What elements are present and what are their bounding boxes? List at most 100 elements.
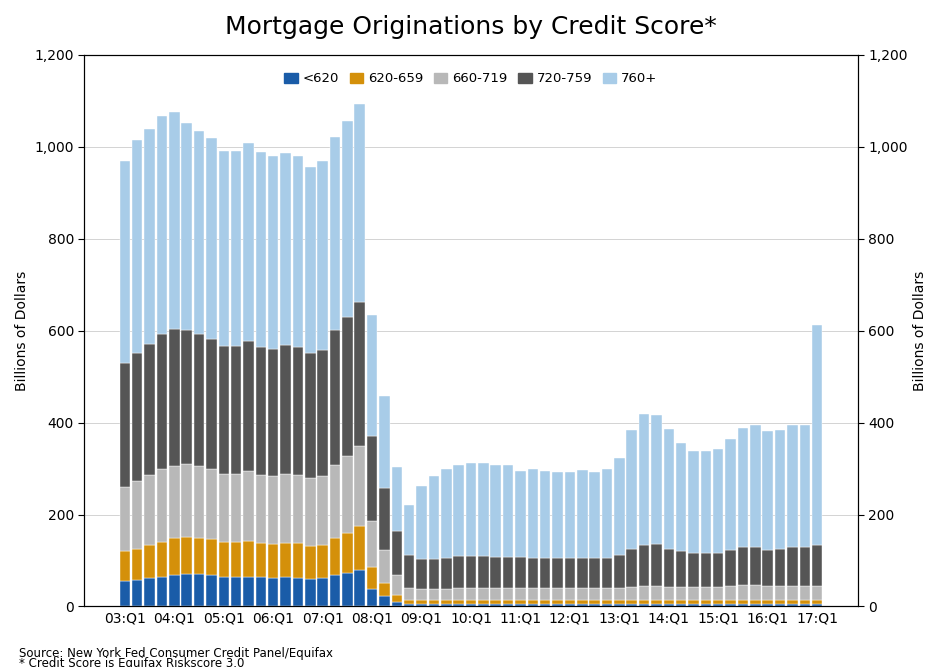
Bar xyxy=(366,521,378,567)
Bar xyxy=(255,152,266,348)
Bar xyxy=(762,586,773,600)
Bar xyxy=(614,588,625,600)
Bar xyxy=(479,604,489,606)
Bar xyxy=(169,466,180,538)
Bar xyxy=(429,600,439,604)
Bar xyxy=(564,588,576,600)
Bar xyxy=(354,526,365,570)
Bar xyxy=(206,575,217,606)
Bar xyxy=(590,604,600,606)
Bar xyxy=(243,341,253,471)
Bar xyxy=(689,451,699,553)
Bar xyxy=(293,347,303,474)
Bar xyxy=(144,545,154,578)
Bar xyxy=(552,604,562,606)
Bar xyxy=(503,465,513,557)
Bar xyxy=(738,585,748,600)
Bar xyxy=(219,151,229,346)
Bar xyxy=(491,600,501,604)
Bar xyxy=(762,550,773,586)
Bar xyxy=(639,414,649,546)
Title: Mortgage Originations by Credit Score*: Mortgage Originations by Credit Score* xyxy=(225,15,717,39)
Bar xyxy=(293,544,303,578)
Bar xyxy=(416,486,427,559)
Bar xyxy=(416,604,427,606)
Bar xyxy=(491,588,501,600)
Bar xyxy=(503,600,513,604)
Bar xyxy=(750,600,760,604)
Bar xyxy=(441,588,451,600)
Bar xyxy=(663,604,674,606)
Bar xyxy=(453,556,463,588)
Bar xyxy=(441,604,451,606)
Bar xyxy=(552,558,562,588)
Bar xyxy=(800,600,810,604)
Bar xyxy=(590,588,600,600)
Bar xyxy=(132,353,142,480)
Bar xyxy=(453,466,463,556)
Bar xyxy=(552,472,562,558)
Bar xyxy=(255,475,266,543)
Bar xyxy=(750,604,760,606)
Bar xyxy=(354,570,365,606)
Bar xyxy=(552,600,562,604)
Bar xyxy=(775,600,786,604)
Bar xyxy=(156,576,167,606)
Bar xyxy=(552,588,562,600)
Bar xyxy=(206,139,217,340)
Bar xyxy=(453,604,463,606)
Bar xyxy=(293,156,303,347)
Bar xyxy=(453,588,463,600)
Bar xyxy=(169,329,180,466)
Bar xyxy=(689,604,699,606)
Bar xyxy=(416,600,427,604)
Bar xyxy=(639,600,649,604)
Bar xyxy=(663,587,674,600)
Bar xyxy=(281,474,291,543)
Bar xyxy=(330,330,340,465)
Text: * Credit Score is Equifax Riskscore 3.0: * Credit Score is Equifax Riskscore 3.0 xyxy=(19,658,244,667)
Bar xyxy=(255,348,266,475)
Bar xyxy=(305,167,316,353)
Bar xyxy=(800,547,810,586)
Bar xyxy=(812,604,822,606)
Bar xyxy=(120,581,130,606)
Bar xyxy=(515,588,526,600)
Bar xyxy=(614,458,625,556)
Bar xyxy=(540,471,550,558)
Bar xyxy=(293,578,303,606)
Bar xyxy=(182,123,192,329)
Bar xyxy=(725,600,736,604)
Bar xyxy=(354,105,365,302)
Bar xyxy=(317,161,328,350)
Bar xyxy=(491,604,501,606)
Bar xyxy=(194,131,204,334)
Bar xyxy=(144,578,154,606)
Bar xyxy=(738,547,748,585)
Bar xyxy=(366,589,378,606)
Bar xyxy=(132,548,142,580)
Bar xyxy=(243,576,253,606)
Bar xyxy=(676,600,687,604)
Bar xyxy=(330,465,340,538)
Bar xyxy=(144,129,154,344)
Bar xyxy=(602,470,612,558)
Bar xyxy=(144,344,154,475)
Bar xyxy=(812,325,822,546)
Bar xyxy=(788,426,798,547)
Bar xyxy=(231,474,241,542)
Bar xyxy=(206,340,217,470)
Bar xyxy=(800,425,810,547)
Bar xyxy=(725,586,736,600)
Bar xyxy=(762,600,773,604)
Bar xyxy=(701,451,711,553)
Bar xyxy=(626,604,637,606)
Bar xyxy=(503,588,513,600)
Bar xyxy=(268,157,279,350)
Bar xyxy=(169,112,180,329)
Bar xyxy=(231,542,241,576)
Bar xyxy=(120,161,130,363)
Bar xyxy=(639,546,649,586)
Bar xyxy=(305,546,316,579)
Bar xyxy=(540,600,550,604)
